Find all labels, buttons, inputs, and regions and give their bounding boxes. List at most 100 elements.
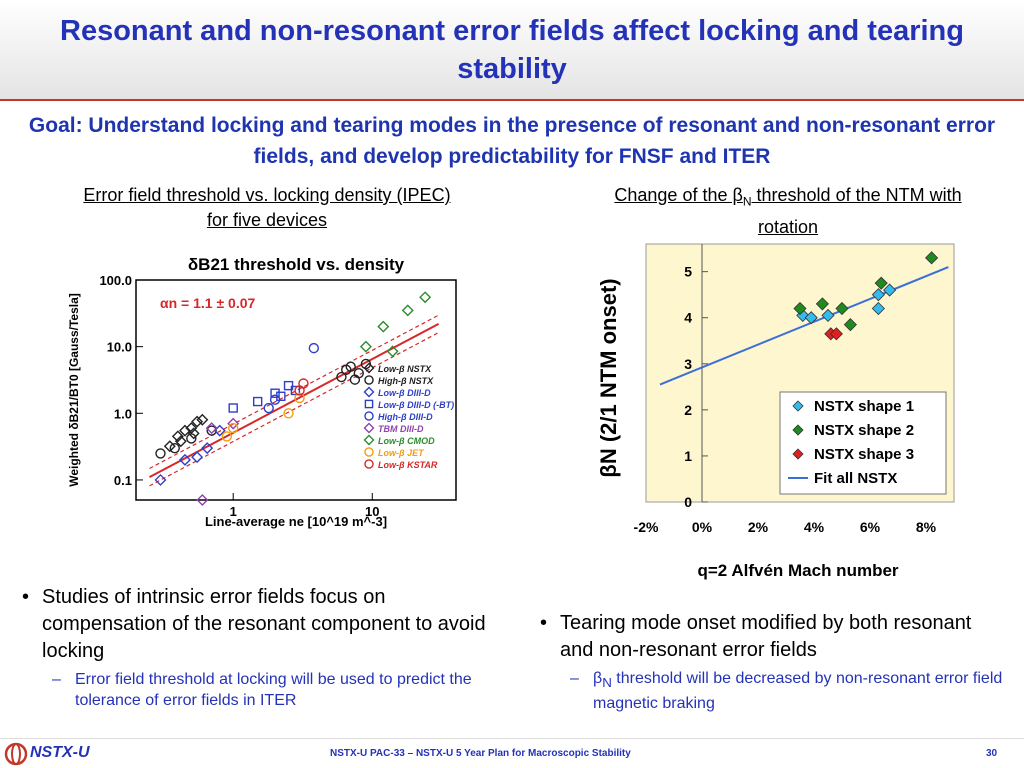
right-sub-bullet: – βN threshold will be decreased by non-r… — [540, 668, 1010, 714]
ntm-onset-chart: 0 1 2 3 4 5 -2% 0% 2% 4% 6% 8% q=2 Alfvén Mach numbe… — [596, 243, 955, 580]
data-point — [276, 391, 286, 401]
title-bar: Resonant and non-resonant error fields a… — [0, 0, 1024, 101]
legend-label: NSTX shape 3 — [814, 446, 914, 463]
data-point — [174, 435, 187, 448]
data-point — [263, 402, 274, 414]
data-point — [206, 425, 217, 436]
data-point — [221, 431, 233, 442]
legend-marker — [364, 447, 374, 457]
data-point — [925, 251, 939, 265]
data-point — [294, 392, 305, 404]
left-chart-caption: Error field threshold vs. locking densit… — [83, 185, 451, 230]
x-tick-label: 6% — [860, 519, 881, 535]
data-point — [196, 413, 209, 426]
data-point — [883, 283, 897, 297]
data-point — [196, 494, 209, 506]
data-point — [377, 320, 390, 333]
x-tick-label: 1 — [230, 504, 237, 519]
data-point — [154, 473, 167, 486]
bullet-dot: • — [540, 612, 548, 634]
y-tick-label: 0 — [684, 494, 692, 510]
right-caption-sub: N — [742, 194, 752, 209]
data-point — [270, 388, 280, 398]
data-point — [201, 442, 214, 455]
right-caption-suffix: threshold of the NTM with rotation — [751, 185, 962, 237]
y-tick-label: 100.0 — [99, 273, 132, 288]
data-point — [228, 422, 239, 434]
data-point — [283, 408, 294, 419]
y-tick-label: 2 — [684, 402, 692, 418]
bullet-dash: – — [570, 670, 579, 687]
legend-marker — [364, 399, 374, 409]
bullet-dash: – — [52, 671, 61, 688]
data-point — [171, 430, 184, 443]
y-tick-label: 4 — [684, 310, 692, 326]
x-tick-label: 10 — [365, 504, 379, 519]
data-point — [419, 291, 432, 304]
x-axis-label: q=2 Alfvén Mach number — [697, 561, 898, 580]
data-point — [283, 380, 294, 391]
alpha-annotation: αn = 1.1 ± 0.07 — [160, 295, 256, 311]
y-tick-label: 10.0 — [107, 340, 132, 355]
data-point — [252, 396, 263, 407]
legend-label: Low-β JET — [378, 448, 425, 458]
y-axis-label: βN (2/1 NTM onset) — [596, 278, 621, 477]
data-point — [191, 451, 204, 464]
legend-label: Low-β KSTAR — [378, 460, 438, 470]
y-tick-label: 1.0 — [114, 406, 132, 421]
legend-marker — [792, 400, 804, 412]
data-point — [269, 394, 281, 405]
fit-confidence-line — [149, 332, 439, 487]
locking-threshold-chart: δB21 threshold vs. density αn = 1.1 ± 0.0… — [67, 255, 457, 529]
x-tick-label: 2% — [748, 519, 769, 535]
data-point — [359, 340, 372, 353]
x-axis-label: Line-average ne [10^19 m^-3] — [205, 514, 387, 529]
data-point — [205, 422, 218, 435]
data-point — [185, 422, 198, 435]
legend-marker — [363, 434, 375, 446]
data-point — [227, 417, 240, 430]
y-tick-label: 0.1 — [114, 473, 132, 488]
y-tick-label: 3 — [684, 356, 692, 372]
data-point — [191, 415, 204, 428]
data-point — [298, 378, 309, 389]
data-point — [178, 424, 191, 437]
right-main-bullet: • Tearing mode onset modified by both res… — [540, 610, 1010, 664]
data-point — [155, 448, 166, 459]
data-point — [871, 288, 885, 302]
data-point — [336, 371, 347, 383]
left-sub-bullet: – Error field threshold at locking will b… — [22, 669, 502, 711]
y-tick-label: 1 — [684, 448, 692, 464]
data-point — [353, 367, 364, 379]
footer-text: NSTX-U PAC-33 – NSTX-U 5 Year Plan for M… — [330, 748, 631, 759]
data-point — [874, 276, 888, 290]
data-point — [169, 442, 180, 454]
data-point — [815, 297, 829, 311]
legend-label: Fit all NSTX — [814, 470, 897, 487]
data-point — [835, 301, 849, 316]
logo-text: NSTX-U — [30, 744, 90, 761]
y-tick-label: 5 — [684, 264, 692, 280]
data-point — [228, 403, 238, 413]
nstx-u-logo: NSTX-U — [4, 742, 104, 766]
legend-marker — [363, 422, 375, 434]
fit-line — [659, 266, 949, 386]
data-point — [345, 361, 356, 372]
legend-label: Low-β DIII-D (-BT) — [378, 400, 454, 410]
data-point — [804, 311, 818, 325]
legend-marker — [364, 375, 374, 385]
footer: NSTX-U NSTX-U PAC-33 – NSTX-U 5 Year Pla… — [0, 738, 1024, 768]
data-point — [386, 345, 399, 358]
right-sub-suffix: threshold will be decreased by non-reson… — [593, 670, 1003, 713]
x-tick-label: -2% — [634, 519, 659, 535]
data-point — [187, 427, 200, 440]
right-caption-prefix: Change of the β — [614, 185, 743, 205]
goal-statement: Goal: Understand locking and tearing mod… — [28, 114, 996, 168]
data-point — [843, 318, 857, 332]
left-bullets: • Studies of intrinsic error fields focus… — [22, 584, 502, 711]
fit-confidence-line — [149, 314, 439, 470]
legend-label: High-β NSTX — [378, 376, 434, 386]
data-point — [793, 301, 807, 316]
right-bullet-text: Tearing mode onset modified by both reso… — [560, 612, 972, 661]
x-tick-label: 0% — [692, 519, 713, 535]
